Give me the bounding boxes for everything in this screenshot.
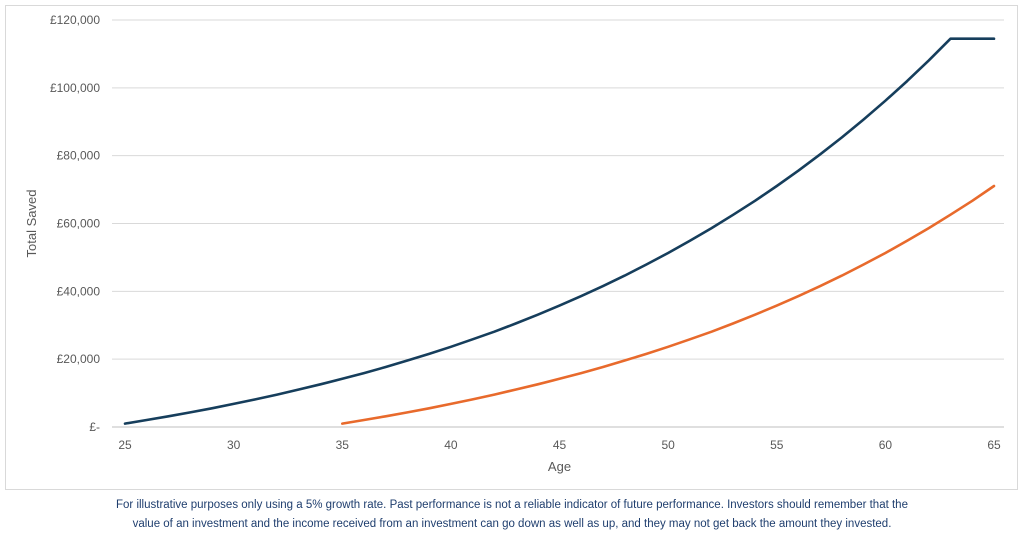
y-tick-label: £20,000 <box>57 352 101 366</box>
x-tick-label: 50 <box>661 438 675 452</box>
y-axis-title: Total Saved <box>24 190 39 258</box>
x-tick-label: 35 <box>336 438 350 452</box>
x-tick-label: 45 <box>553 438 567 452</box>
x-tick-label: 60 <box>879 438 893 452</box>
disclaimer-line-1: For illustrative purposes only using a 5… <box>116 499 908 511</box>
y-tick-label: £60,000 <box>57 217 101 231</box>
gridlines <box>112 19 1004 428</box>
y-tick-label: £- <box>89 420 100 434</box>
x-axis-title: Age <box>548 459 571 474</box>
disclaimer-footnote: For illustrative purposes only using a 5… <box>0 496 1024 534</box>
y-tick-label: £40,000 <box>57 284 101 298</box>
y-tick-labels: £- £20,000 £40,000 £60,000 £80,000 £100,000 £1… <box>50 13 100 434</box>
series-line-1 <box>123 37 996 425</box>
series-line-2 <box>340 184 996 425</box>
x-tick-label: 55 <box>770 438 784 452</box>
x-tick-label: 30 <box>227 438 241 452</box>
series-lines <box>123 37 996 425</box>
y-tick-label: £120,000 <box>50 13 100 27</box>
disclaimer-line-2: value of an investment and the income re… <box>132 518 892 530</box>
chart-frame <box>5 5 1018 490</box>
y-tick-label: £100,000 <box>50 81 100 95</box>
y-tick-label: £80,000 <box>57 149 101 163</box>
x-tick-label: 40 <box>444 438 458 452</box>
x-tick-label: 25 <box>118 438 132 452</box>
x-tick-labels: 25 30 35 40 45 50 55 60 65 <box>118 438 1001 452</box>
x-tick-label: 65 <box>987 438 1001 452</box>
